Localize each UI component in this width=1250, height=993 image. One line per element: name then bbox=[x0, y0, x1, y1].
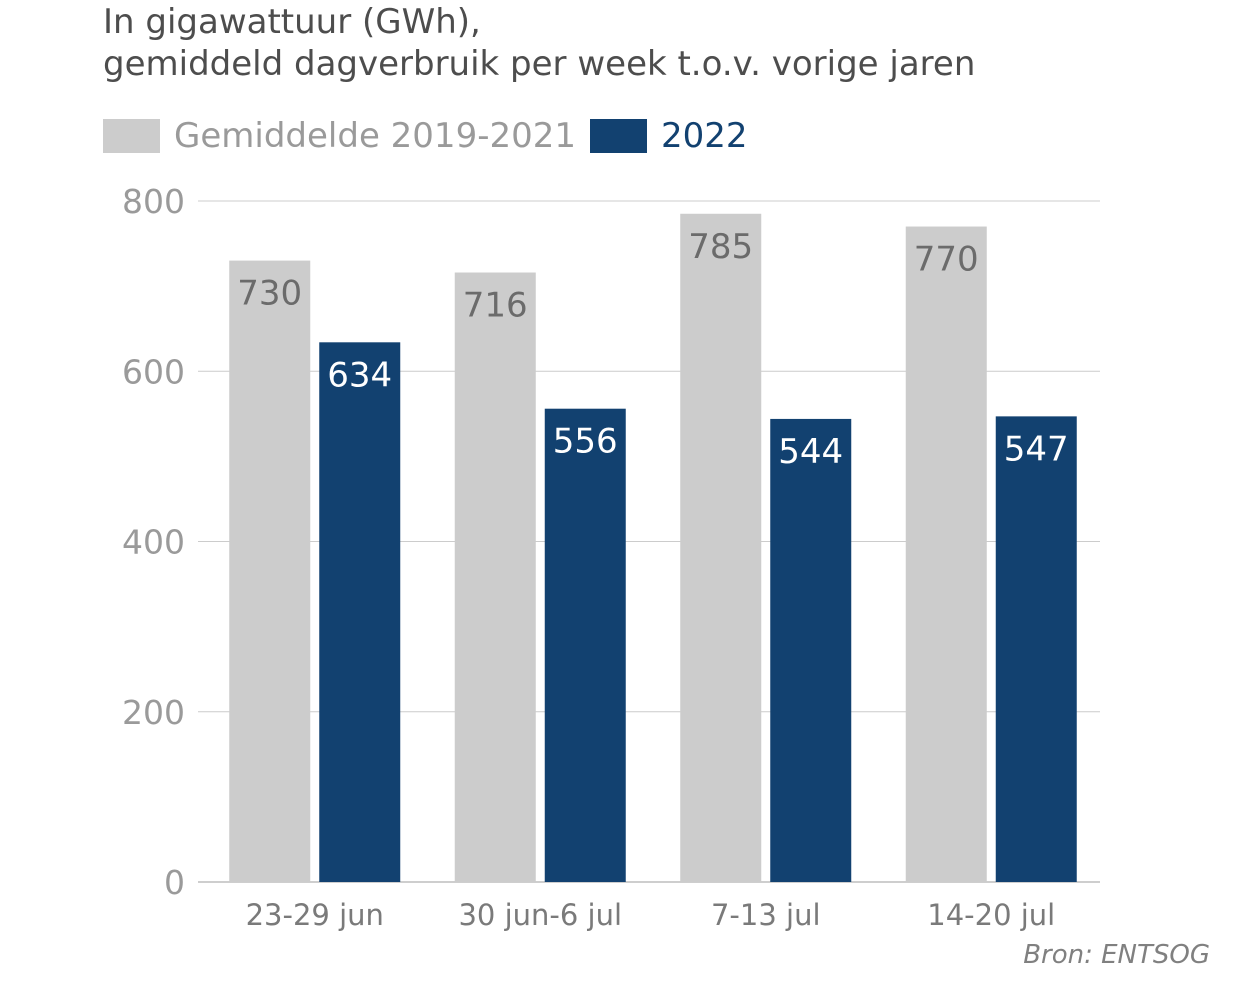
legend-swatch-gemiddelde bbox=[103, 119, 160, 153]
bar bbox=[905, 226, 987, 883]
x-tick-label: 7-13 jul bbox=[711, 898, 821, 932]
data-label: 716 bbox=[463, 286, 528, 326]
y-tick-label: 800 bbox=[122, 182, 185, 221]
source-note: Bron: ENTSOG bbox=[1023, 940, 1210, 970]
legend-label-2022: 2022 bbox=[661, 116, 748, 156]
bar bbox=[319, 342, 401, 882]
data-label: 547 bbox=[1004, 429, 1069, 469]
chart-subtitle: gemiddeld dagverbruik per week t.o.v. vo… bbox=[103, 44, 976, 84]
legend-item-gemiddelde: Gemiddelde 2019-2021 bbox=[103, 116, 576, 156]
bar bbox=[770, 418, 852, 882]
legend-swatch-2022 bbox=[590, 119, 647, 153]
data-label: 634 bbox=[327, 355, 392, 395]
x-tick-label: 30 jun-6 jul bbox=[458, 898, 622, 932]
data-label: 556 bbox=[553, 422, 618, 462]
bar bbox=[544, 408, 626, 882]
data-label: 544 bbox=[778, 432, 843, 472]
data-label: 770 bbox=[914, 240, 979, 280]
y-tick-label: 400 bbox=[122, 523, 185, 562]
chart-title: In gigawattuur (GWh), bbox=[103, 2, 481, 42]
x-tick-label: 14-20 jul bbox=[927, 898, 1055, 932]
x-tick-label: 23-29 jun bbox=[246, 898, 384, 932]
bar bbox=[454, 272, 536, 882]
data-label: 730 bbox=[237, 274, 302, 314]
bar bbox=[229, 260, 311, 882]
data-label: 785 bbox=[688, 227, 753, 267]
y-tick-label: 0 bbox=[164, 863, 185, 902]
bar bbox=[680, 213, 762, 883]
bar bbox=[995, 416, 1077, 882]
y-tick-label: 600 bbox=[122, 352, 185, 391]
legend-label-gemiddelde: Gemiddelde 2019-2021 bbox=[174, 116, 576, 156]
y-tick-label: 200 bbox=[122, 693, 185, 732]
legend-item-2022: 2022 bbox=[590, 116, 748, 156]
